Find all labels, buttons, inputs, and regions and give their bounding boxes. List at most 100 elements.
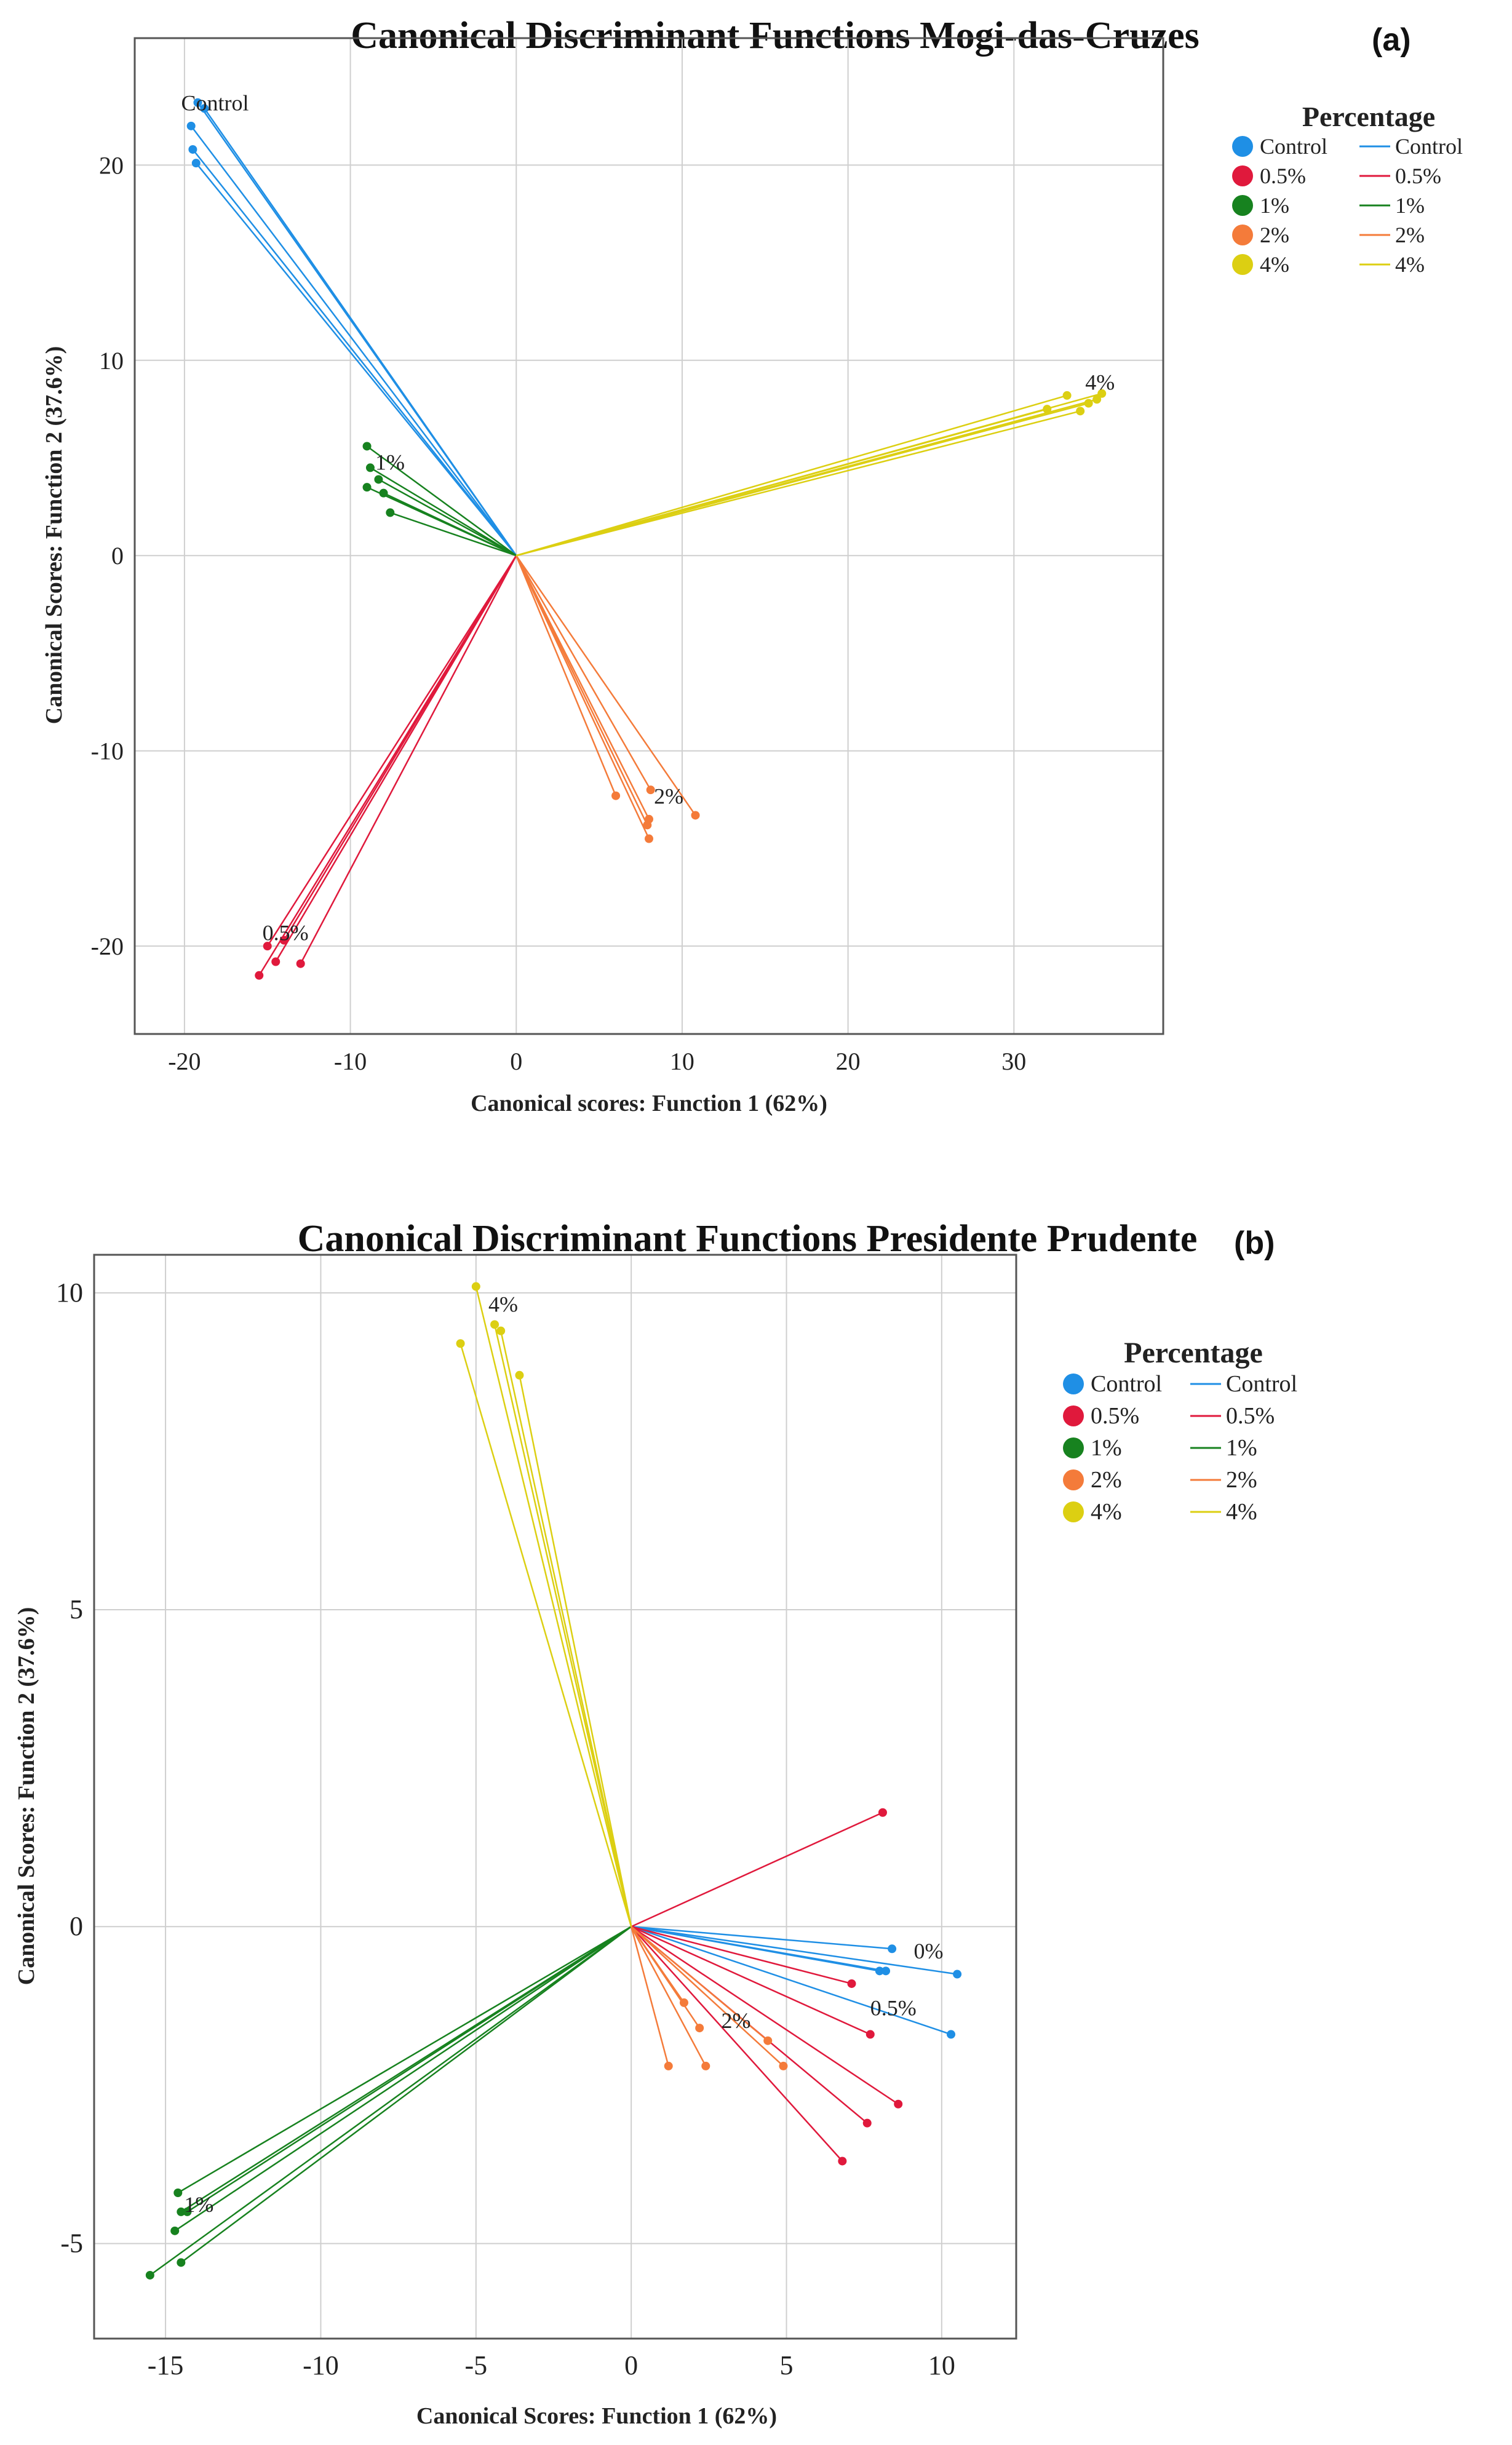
chart-a-y-tick-label: 10 — [99, 347, 124, 375]
chart-b-legend-label: 1% — [1091, 1435, 1122, 1461]
chart-a-legend-line-label: Control — [1395, 134, 1463, 159]
chart-b-legend-line-label: 1% — [1226, 1435, 1257, 1461]
chart-a-x-tick-label: 10 — [670, 1048, 694, 1075]
chart-b-series-2pct-point — [763, 2036, 773, 2045]
chart-b-marks — [145, 1282, 962, 2280]
chart-b-series-0-5pct-point — [838, 2157, 847, 2166]
chart-a-series-4pct-ray — [515, 410, 1081, 557]
chart-b-series-0-5pct-ray — [631, 1926, 852, 1985]
chart-a-series-0-5pct-point — [271, 957, 281, 966]
chart-a-series-1pct-ray — [378, 479, 517, 557]
chart-a-annotation-label: 0.5% — [263, 921, 309, 945]
chart-b-series-control-point — [947, 2030, 956, 2039]
chart-a-series-control-point — [200, 104, 209, 113]
chart-b-series-4pct-point — [515, 1370, 524, 1380]
chart-a-series-2pct-ray — [515, 555, 651, 790]
chart-a-series-0-5pct-ray — [300, 555, 517, 964]
chart-a-gridlines — [135, 38, 1163, 1034]
chart-b-series-1pct-point — [145, 2270, 154, 2280]
chart-a-legend-marker — [1232, 136, 1253, 157]
chart-b-gridlines — [94, 1255, 1016, 2339]
chart-a-series-control-ray — [192, 149, 517, 557]
chart-a-series-2pct-point — [611, 791, 621, 800]
chart-a-legend-line-label: 1% — [1395, 193, 1425, 218]
chart-a-series-1pct-point — [365, 463, 375, 472]
chart-b-legend-line-label: 0.5% — [1226, 1403, 1275, 1429]
chart-a-series-4pct-ray — [515, 394, 1067, 557]
chart-b-annotation-label: 1% — [184, 2192, 213, 2217]
chart-b-series-4pct-ray — [493, 1324, 632, 1927]
chart-b-series-4pct-point — [490, 1320, 499, 1329]
chart-b-series-1pct-point — [170, 2226, 180, 2235]
chart-a-series-1pct-ray — [389, 512, 517, 557]
chart-b-series-2pct-point — [679, 1998, 688, 2007]
chart-a-legend-marker — [1232, 254, 1253, 275]
chart-b-series-4pct-ray — [475, 1286, 632, 1927]
chart-a-series-1pct-ray — [370, 467, 517, 557]
chart-a-legend-label: 2% — [1260, 223, 1289, 247]
chart-a-x-tick-label: -20 — [168, 1048, 201, 1075]
chart-a-y-ticks: -20 -10 0 10 20 — [91, 151, 124, 960]
chart-a-series-1pct-point — [386, 508, 395, 517]
chart-b-series-0-5pct-ray — [631, 1811, 883, 1928]
chart-b-legend-line-label: Control — [1226, 1371, 1297, 1397]
chart-b-x-ticks: -15 -10 -5 0 5 10 — [148, 2350, 955, 2380]
chart-a-series-control-ray — [204, 108, 517, 556]
chart-a-x-tick-label: 30 — [1001, 1048, 1026, 1075]
chart-a-series-4pct-point — [1097, 389, 1107, 398]
chart-b-legend-title: Percentage — [1124, 1337, 1263, 1369]
chart-a-panel-label: (a) — [1372, 22, 1411, 58]
chart-b-legend-label: 0.5% — [1091, 1403, 1139, 1429]
chart-b: Canonical Discriminant Functions Preside… — [14, 1218, 1297, 2429]
chart-b-legend-marker — [1063, 1437, 1084, 1458]
chart-a-y-tick-label: -20 — [91, 932, 124, 960]
chart-b-series-0-5pct-point — [847, 1979, 856, 1988]
chart-b-x-tick-label: -5 — [464, 2350, 487, 2380]
chart-a-series-2pct-ray — [515, 555, 617, 797]
chart-a-legend-label: Control — [1260, 134, 1327, 159]
chart-a-legend-label: 4% — [1260, 252, 1289, 277]
chart-b-series-4pct-point — [471, 1282, 480, 1291]
chart-a-series-2pct-ray — [515, 555, 696, 816]
chart-b-series-4pct-ray — [499, 1330, 632, 1927]
chart-a-series-2pct-point — [643, 821, 652, 830]
chart-b-series-2pct-ray — [631, 1926, 707, 2067]
chart-b-series-control-ray — [631, 1925, 958, 1975]
chart-a-series-4pct-point — [1084, 399, 1093, 408]
chart-a: Canonical Discriminant Functions Mogi-da… — [41, 15, 1463, 1116]
chart-a-series-0-5pct-point — [263, 942, 272, 951]
chart-b-series-control-point — [875, 1966, 884, 1976]
chart-b-legend-marker — [1063, 1405, 1084, 1426]
chart-b-y-tick-label: 10 — [56, 1278, 83, 1308]
chart-b-x-tick-label: 0 — [624, 2350, 638, 2380]
chart-b-series-1pct-point — [173, 2189, 183, 2198]
chart-a-legend-marker — [1232, 195, 1253, 216]
chart-a-legend-line-label: 4% — [1395, 252, 1425, 277]
chart-b-series-1pct-ray — [174, 1926, 632, 2232]
chart-a-series-4pct-point — [1062, 391, 1072, 400]
chart-b-y-tick-label: -5 — [60, 2228, 83, 2258]
chart-b-y-axis-label: Canonical Scores: Function 2 (37.6%) — [14, 1607, 39, 1986]
chart-a-series-2pct-ray — [515, 555, 650, 840]
chart-a-series-0-5pct-ray — [266, 555, 517, 947]
chart-a-series-control-point — [193, 98, 202, 107]
chart-b-series-0-5pct-point — [894, 2099, 903, 2109]
chart-b-series-control-point — [953, 1970, 962, 1979]
chart-a-x-axis-label: Canonical scores: Function 1 (62%) — [471, 1091, 827, 1116]
chart-a-y-tick-label: 20 — [99, 151, 124, 179]
chart-a-y-tick-label: -10 — [91, 737, 124, 765]
chart-b-annotation-label: 0.5% — [870, 1995, 917, 2020]
chart-a-series-2pct-point — [645, 834, 653, 843]
chart-a-series-1pct-point — [379, 488, 388, 498]
chart-b-legend-marker — [1063, 1469, 1084, 1490]
chart-b-series-control-point — [881, 1966, 891, 1976]
chart-b-series-1pct-point — [177, 2207, 186, 2216]
chart-a-series-1pct-point — [362, 442, 372, 451]
chart-b-legend-marker — [1063, 1374, 1084, 1394]
chart-b-series-0-5pct-ray — [631, 1926, 899, 2105]
chart-a-x-ticks: -20 -10 0 10 20 30 — [168, 1048, 1026, 1075]
chart-b-legend-marker — [1063, 1501, 1084, 1522]
chart-a-y-tick-label: 0 — [111, 542, 124, 570]
chart-a-legend-line-label: 2% — [1395, 223, 1425, 247]
chart-a-legend-title: Percentage — [1302, 101, 1435, 132]
